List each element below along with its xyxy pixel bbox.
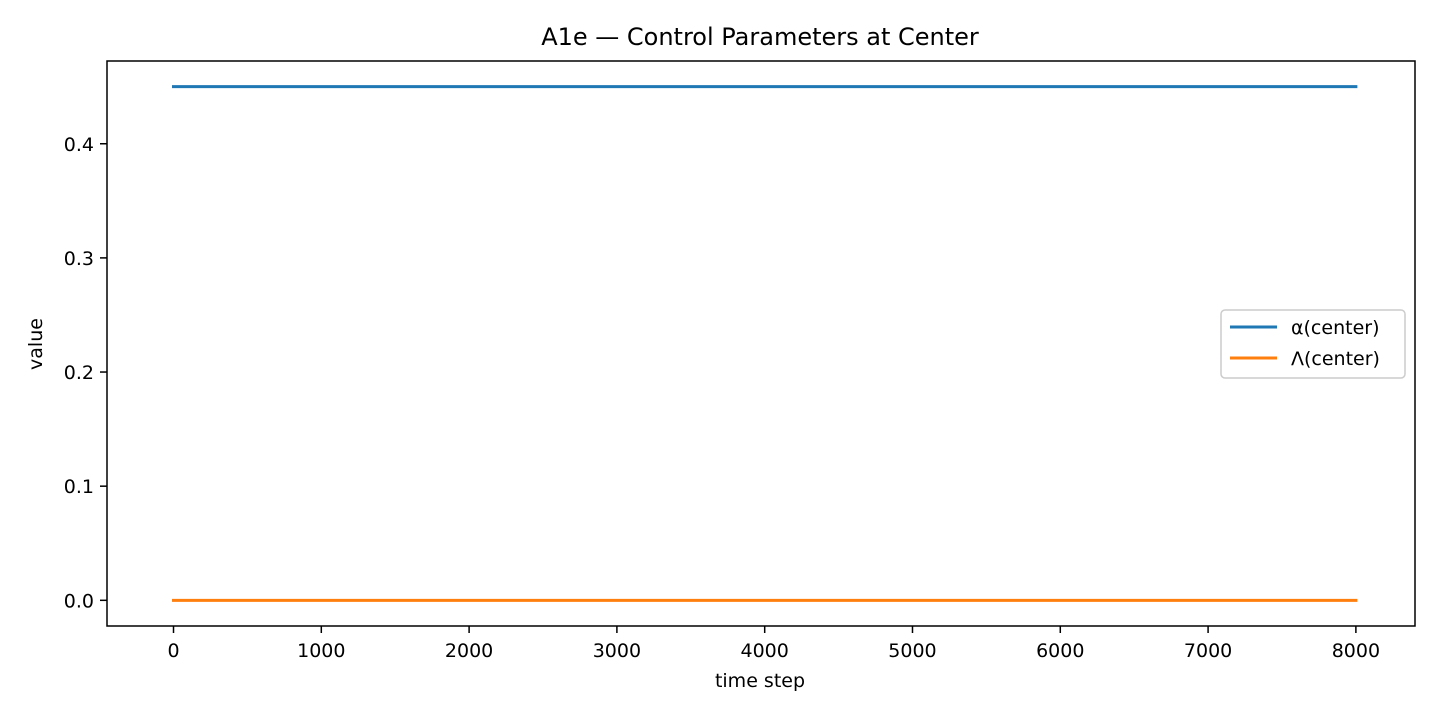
- y-tick-label: 0.1: [64, 476, 94, 498]
- x-tick-label: 7000: [1184, 640, 1232, 662]
- y-tick-label: 0.3: [64, 248, 94, 270]
- legend-label: α(center): [1291, 317, 1379, 339]
- y-tick-label: 0.4: [64, 134, 94, 156]
- x-tick-label: 0: [167, 640, 179, 662]
- legend-label: Λ(center): [1291, 348, 1380, 370]
- y-axis-label: value: [25, 318, 47, 370]
- x-tick-label: 6000: [1036, 640, 1084, 662]
- legend: α(center) Λ(center): [1220, 309, 1406, 379]
- x-tick-label: 2000: [445, 640, 493, 662]
- x-tick-label: 8000: [1332, 640, 1380, 662]
- axis-ticks: 0 1000 2000 3000 4000 5000 6000 7000 8000 0.0 0.1 0…: [64, 134, 1380, 662]
- chart-title: A1e — Control Parameters at Center: [541, 23, 979, 51]
- x-axis-label: time step: [715, 670, 805, 692]
- x-tick-label: 1000: [297, 640, 345, 662]
- x-tick-label: 5000: [888, 640, 936, 662]
- x-tick-label: 4000: [741, 640, 789, 662]
- y-tick-label: 0.0: [64, 590, 94, 612]
- plot-frame: [106, 60, 1416, 627]
- x-tick-label: 3000: [593, 640, 641, 662]
- plot-area: [106, 60, 1416, 627]
- y-tick-label: 0.2: [64, 362, 94, 384]
